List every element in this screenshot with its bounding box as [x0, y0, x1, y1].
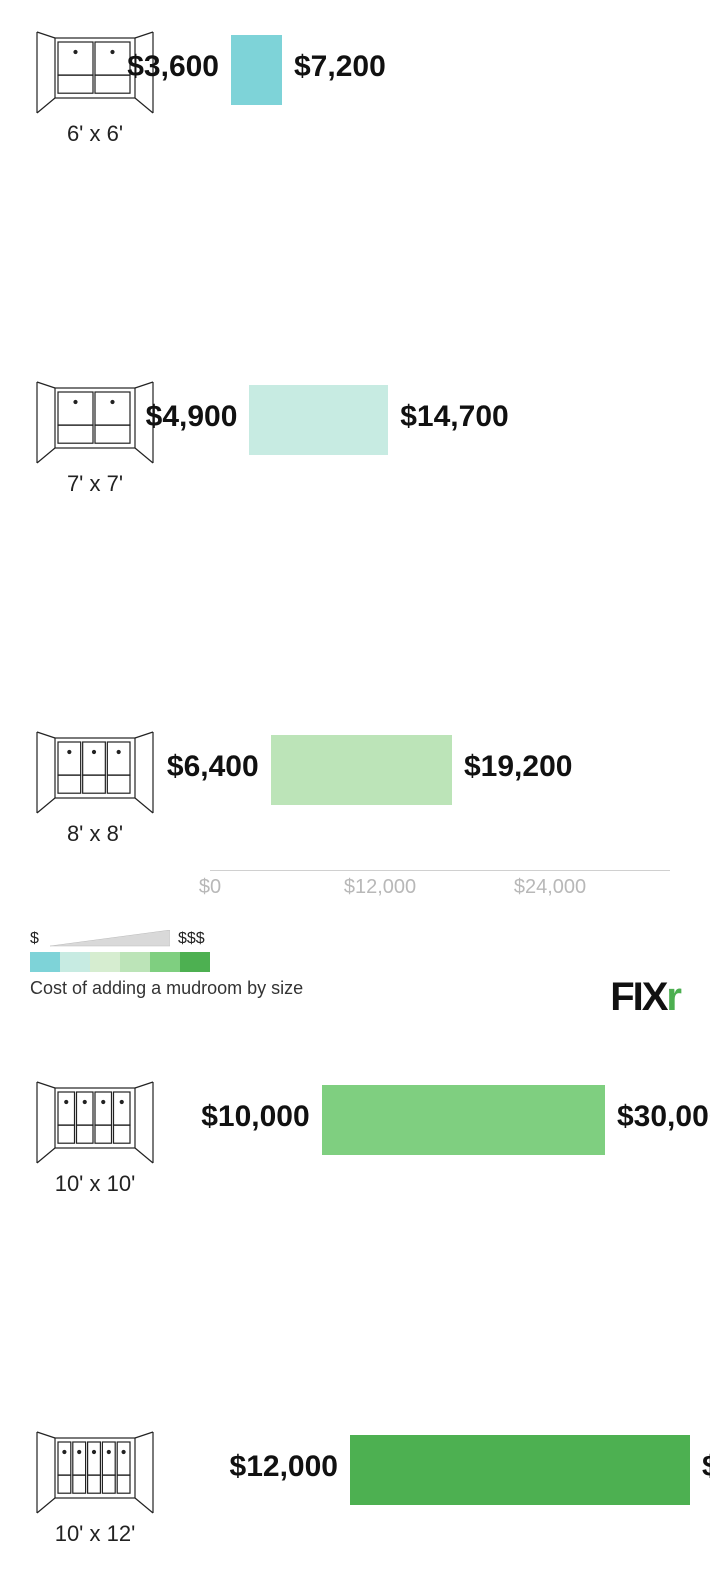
price-low-label: $6,400: [167, 750, 259, 784]
mudroom-icon: [35, 380, 155, 465]
chart-row: 6' x 6' $3,600 $7,200: [30, 20, 690, 170]
row-icon-cell: 10' x 10': [30, 1080, 160, 1197]
footer: $ $$$ Cost of adding a mudroom by size F…: [30, 930, 680, 1030]
range-bar: [231, 35, 282, 105]
bar-area: $12,000 $36,000: [180, 1420, 690, 1520]
mudroom-icon: [35, 1430, 155, 1515]
price-high-label: $36,000: [702, 1450, 710, 1484]
row-icon-cell: 8' x 8': [30, 730, 160, 847]
axis-tick: $24,000: [514, 876, 586, 899]
chart-row: 10' x 10' $10,000 $30,000: [30, 1070, 690, 1220]
range-bar: [271, 735, 452, 805]
row-icon-cell: 6' x 6': [30, 30, 160, 147]
price-low-label: $12,000: [230, 1450, 338, 1484]
bar-area: $3,600 $7,200: [180, 20, 690, 120]
color-swatch: [180, 952, 210, 972]
logo-accent: r: [666, 975, 680, 1019]
chart-caption: Cost of adding a mudroom by size: [30, 978, 303, 999]
size-label: 6' x 6': [30, 121, 160, 147]
chart-row: 8' x 8' $6,400 $19,200: [30, 720, 690, 870]
legend-high-symbol: $$$: [178, 930, 205, 948]
bar-area: $10,000 $30,000: [180, 1070, 690, 1170]
color-swatch: [150, 952, 180, 972]
logo-main: FIX: [610, 975, 666, 1019]
mudroom-icon: [35, 730, 155, 815]
bar-area: $6,400 $19,200: [180, 720, 690, 820]
range-bar: [350, 1435, 690, 1505]
price-low-label: $10,000: [201, 1100, 309, 1134]
row-icon-cell: 7' x 7': [30, 380, 160, 497]
mudroom-icon: [35, 1080, 155, 1165]
color-swatch: [120, 952, 150, 972]
size-label: 8' x 8': [30, 821, 160, 847]
color-swatch: [90, 952, 120, 972]
price-high-label: $7,200: [294, 50, 386, 84]
price-low-label: $4,900: [146, 400, 238, 434]
color-swatch: [30, 952, 60, 972]
size-label: 10' x 10': [30, 1171, 160, 1197]
legend-low-symbol: $: [30, 930, 39, 948]
x-axis: $0$12,000$24,000: [210, 870, 670, 900]
price-wedge-icon: [50, 930, 170, 948]
bar-area: $4,900 $14,700: [180, 370, 690, 470]
price-low-label: $3,600: [127, 50, 219, 84]
range-bar: [322, 1085, 605, 1155]
axis-tick: $12,000: [344, 876, 416, 899]
color-swatch: [60, 952, 90, 972]
chart-row: 7' x 7' $4,900 $14,700: [30, 370, 690, 520]
size-label: 10' x 12': [30, 1521, 160, 1547]
chart-area: 6' x 6' $3,600 $7,200 7' x 7' $4,900 $14…: [30, 20, 690, 900]
row-icon-cell: 10' x 12': [30, 1430, 160, 1547]
fixr-logo: FIXr: [610, 975, 680, 1020]
range-bar: [249, 385, 388, 455]
chart-row: 10' x 12' $12,000 $36,000: [30, 1420, 690, 1570]
axis-tick: $0: [199, 876, 221, 899]
price-high-label: $30,000: [617, 1100, 710, 1134]
price-high-label: $19,200: [464, 750, 572, 784]
price-high-label: $14,700: [400, 400, 508, 434]
size-label: 7' x 7': [30, 471, 160, 497]
color-scale: [30, 952, 210, 972]
